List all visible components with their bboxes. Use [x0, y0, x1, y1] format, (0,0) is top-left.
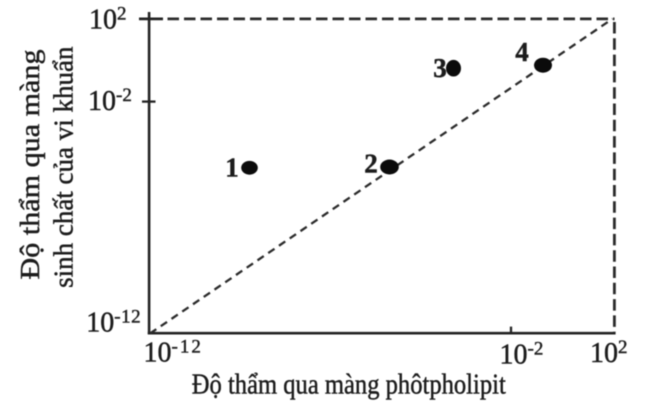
svg-text:Độ thẩm qua màng: Độ thẩm qua màng: [15, 50, 45, 280]
svg-text:3: 3: [433, 53, 447, 83]
svg-text:10-12: 10-12: [144, 337, 203, 369]
svg-text:1: 1: [225, 152, 239, 182]
svg-text:4: 4: [515, 37, 529, 67]
svg-text:sinh chất của vi khuẩn: sinh chất của vi khuẩn: [49, 46, 79, 288]
svg-text:2: 2: [364, 149, 378, 179]
svg-text:Độ thẩm qua màng phôtpholipit: Độ thẩm qua màng phôtpholipit: [192, 370, 506, 401]
